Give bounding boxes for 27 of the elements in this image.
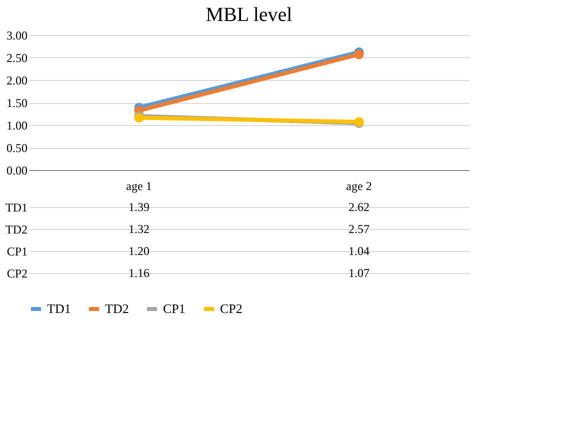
y-tick-label: 0.50 [6,141,28,155]
y-tick-label: 1.00 [6,118,28,132]
y-tick-label: 0.00 [6,164,28,178]
legend-label: CP2 [220,301,242,316]
data-label: 2.57 [348,222,370,236]
legend-label: TD2 [105,301,129,316]
data-label: 1.16 [128,266,150,280]
x-tick-label: age 1 [126,179,152,193]
y-tick-label: 1.50 [6,96,28,110]
chart-title: MBL level [206,4,293,26]
y-tick-label: 2.00 [6,74,28,88]
data-label: 1.39 [128,200,150,214]
data-label: 2.62 [348,200,370,214]
legend-label: CP1 [163,301,186,316]
data-label: 1.07 [348,266,370,280]
text: CP2 [6,266,28,280]
text: TD2 [6,222,28,236]
text: TD1 [6,200,28,214]
data-label: 1.04 [348,244,370,258]
legend-label: TD1 [47,301,71,316]
point [354,50,364,60]
x-tick-label: age 2 [346,179,372,193]
data-label: 1.32 [128,222,150,236]
y-tick-label: 3.00 [6,28,28,42]
text: CP1 [6,244,28,258]
y-tick-label: 2.50 [6,51,28,65]
data-label: 1.20 [128,244,150,258]
